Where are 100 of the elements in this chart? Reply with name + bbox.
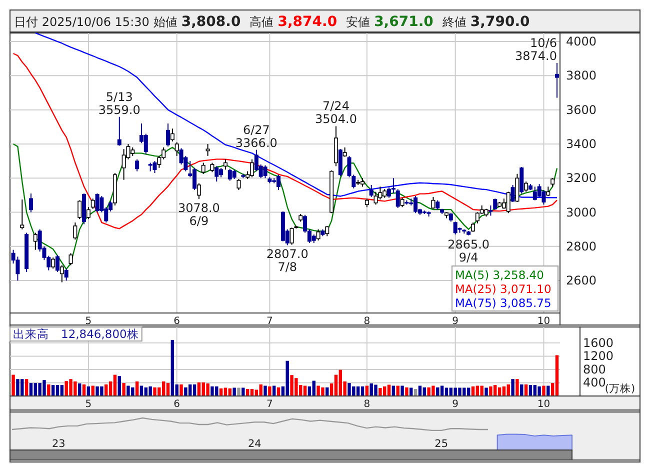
x-tick-label: 23 (52, 438, 66, 450)
x-tick-label: 7 (266, 399, 273, 410)
text: 日付 2025/10/06 15:30 (14, 15, 150, 29)
bar (264, 386, 267, 396)
y-tick-label: 3600 (566, 102, 597, 117)
candlestick (400, 197, 404, 208)
y-tick-label: 400 (583, 376, 606, 390)
line-series (12, 52, 558, 230)
bar (489, 386, 492, 396)
bar (16, 379, 20, 396)
candlestick (170, 128, 174, 142)
bar (387, 384, 391, 396)
bar (286, 360, 289, 396)
candlestick (117, 116, 122, 146)
bar (237, 388, 240, 396)
candlestick (20, 198, 24, 230)
y-tick-label: 800 (583, 362, 606, 376)
x-tick-label: 9 (452, 399, 459, 410)
candlestick (347, 155, 352, 178)
annotation: 10/6 3874.0 (515, 36, 557, 63)
x-tick-label: 6 (174, 316, 180, 327)
candlestick (206, 143, 210, 156)
bar (242, 388, 245, 396)
bar (166, 383, 170, 396)
bar (60, 385, 64, 396)
bar (29, 383, 33, 396)
bar (51, 385, 55, 396)
bar (338, 370, 342, 396)
candlestick (144, 133, 148, 155)
y-tick-label: 2800 (566, 239, 597, 254)
candlestick (352, 174, 356, 189)
bar (24, 379, 28, 396)
candlestick (73, 222, 78, 240)
candlestick (396, 188, 400, 208)
candlestick (515, 173, 520, 203)
candlestick (60, 264, 64, 283)
x-tick-label: 8 (364, 316, 370, 327)
candlestick (152, 160, 157, 174)
annotation: 7/24 3504.0 (314, 99, 357, 126)
text: MA(25) 3,071.10 (455, 282, 552, 296)
bar (418, 386, 422, 396)
chart-title: 出来高 12,846,800株 (13, 327, 139, 341)
y-tick-label: 2600 (566, 274, 597, 288)
candlestick (68, 252, 73, 266)
candlestick (174, 142, 179, 156)
candlestick (520, 166, 524, 194)
bar (516, 379, 519, 396)
bar (184, 387, 188, 396)
y-tick-label: 3800 (566, 68, 597, 83)
bar (113, 374, 117, 396)
text: 3,874.0 (278, 14, 338, 30)
candlestick (210, 162, 214, 173)
bar (410, 388, 413, 396)
candlestick (236, 178, 241, 191)
bar (555, 355, 559, 396)
candlestick (33, 232, 38, 250)
x-tick-label: 6 (174, 399, 180, 410)
candlestick (488, 204, 493, 216)
y-tick-label: 1200 (583, 349, 614, 364)
bar (180, 384, 183, 396)
candlestick (369, 184, 374, 198)
candlestick (95, 192, 100, 213)
candlestick (196, 182, 201, 200)
x-tick-label: 10 (537, 399, 550, 410)
candlestick (342, 146, 347, 158)
y-tick-label: 3200 (566, 171, 597, 186)
y-tick-label: 1600 (583, 336, 614, 350)
x-tick-label: 5 (85, 399, 92, 410)
bar (466, 388, 470, 396)
bar (392, 386, 396, 396)
candlestick (86, 206, 90, 220)
candlestick (28, 192, 33, 213)
candlestick (387, 187, 392, 198)
candlestick (471, 222, 476, 232)
bar (405, 387, 408, 396)
x-tick-label: 25 (434, 438, 448, 450)
bar (542, 386, 546, 396)
bar (135, 381, 139, 396)
text: MA(5) 3,258.40 (455, 268, 544, 282)
bar (476, 386, 480, 396)
text: 終値 (441, 15, 466, 29)
candlestick (78, 200, 82, 220)
candlestick (201, 162, 206, 174)
bar (444, 388, 448, 396)
bar (91, 386, 94, 396)
bar (546, 386, 550, 396)
x-tick-label: 9 (452, 316, 459, 327)
bar (197, 382, 201, 396)
candlestick (524, 181, 528, 192)
bar (210, 386, 214, 396)
bar (436, 387, 440, 396)
bar (140, 386, 144, 396)
bar (148, 386, 152, 396)
bar (440, 386, 444, 396)
candlestick (64, 268, 68, 282)
bar (365, 386, 369, 396)
x-tick-label: 5 (85, 316, 92, 327)
bar (396, 386, 400, 396)
x-tick-label: 7 (266, 316, 273, 327)
bar (162, 381, 166, 396)
